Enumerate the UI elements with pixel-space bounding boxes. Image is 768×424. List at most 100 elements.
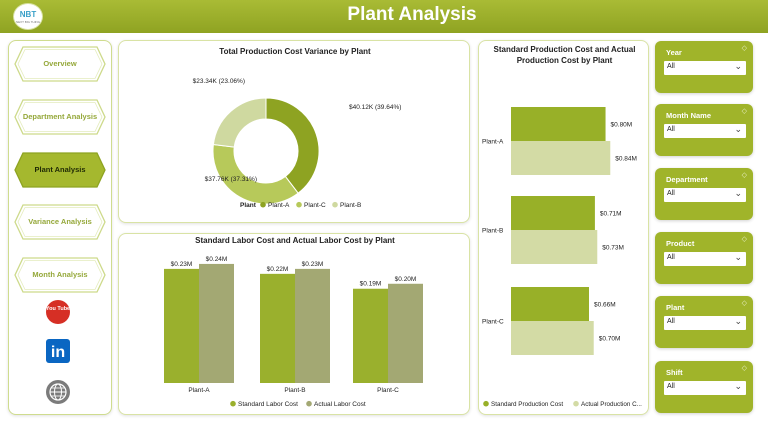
- donut-slice-plant-c[interactable]: [212, 143, 299, 205]
- production-bar-standard-plant-b[interactable]: [511, 196, 595, 230]
- filter-year: Year ◇ All ⌄: [655, 41, 753, 93]
- filter-department: Department ◇ All ⌄: [655, 168, 753, 220]
- filter-label: Year: [666, 48, 682, 57]
- labor-category-label: Plant-B: [284, 387, 305, 394]
- production-data-label: $0.73M: [602, 244, 624, 251]
- production-bar-actual-plant-c[interactable]: [511, 321, 594, 355]
- donut-slice-plant-b[interactable]: [212, 97, 267, 148]
- clear-filter-icon[interactable]: ◇: [741, 45, 747, 52]
- filter-label: Plant: [666, 303, 685, 312]
- filter-dropdown[interactable]: All ⌄: [664, 188, 746, 202]
- filter-dropdown[interactable]: All ⌄: [664, 252, 746, 266]
- production-data-label: $0.70M: [599, 335, 621, 342]
- filter-label: Department: [666, 175, 708, 184]
- filter-label: Shift: [666, 368, 683, 377]
- linkedin-text: in: [51, 344, 65, 361]
- donut-slice-plant-a[interactable]: [265, 97, 320, 194]
- labor-legend-marker: [230, 400, 236, 407]
- production-cost-chart-card: Standard Production Cost and Actual Prod…: [478, 40, 649, 415]
- donut-legend-label: Plant-C: [304, 202, 326, 209]
- production-cost-chart: $0.80M $0.84M Plant-A $0.71M $0.73M Plant-B $0…: [482, 107, 642, 408]
- nav-item-label: Month Analysis: [32, 270, 88, 279]
- youtube-text-top: You Tube: [46, 306, 70, 312]
- clear-filter-icon[interactable]: ◇: [741, 172, 747, 179]
- labor-category-label: Plant-C: [377, 387, 399, 394]
- labor-data-label: $0.24M: [206, 256, 228, 263]
- donut-chart-title: Total Production Cost Variance by Plant: [219, 47, 371, 56]
- production-data-label: $0.80M: [611, 121, 633, 128]
- labor-legend-label: Standard Labor Cost: [238, 401, 298, 408]
- labor-bar-standard-plant-b[interactable]: [260, 273, 295, 383]
- page-title: Plant Analysis: [347, 4, 477, 25]
- nav-item-overview[interactable]: Overview: [14, 46, 106, 82]
- logo-text: NBT: [19, 10, 37, 19]
- nav-item-month-analysis[interactable]: Month Analysis: [14, 257, 106, 293]
- company-logo: NBT NEXT BIG THING: [13, 3, 43, 30]
- nav-item-label: Variance Analysis: [28, 217, 92, 226]
- production-bar-standard-plant-c[interactable]: [511, 287, 589, 321]
- filter-selected-value: All: [667, 383, 675, 390]
- donut-data-label: $23.34K (23.06%): [193, 78, 245, 85]
- labor-bar-standard-plant-a[interactable]: [164, 268, 199, 383]
- chevron-down-icon: ⌄: [734, 381, 742, 391]
- filter-selected-value: All: [667, 190, 675, 197]
- website-globe-icon[interactable]: [45, 379, 71, 405]
- clear-filter-icon[interactable]: ◇: [741, 300, 747, 307]
- nav-item-label: Overview: [43, 59, 77, 68]
- donut-legend-label: Plant-B: [340, 202, 361, 209]
- labor-data-label: $0.23M: [302, 261, 324, 268]
- nav-item-plant-analysis[interactable]: Plant Analysis: [14, 152, 106, 188]
- legend-marker-plant-b: [332, 201, 338, 208]
- labor-data-label: $0.22M: [267, 266, 289, 273]
- labor-category-label: Plant-A: [188, 387, 210, 394]
- filter-dropdown[interactable]: All ⌄: [664, 316, 746, 330]
- nav-item-department-analysis[interactable]: Department Analysis: [14, 99, 106, 135]
- labor-bar-actual-plant-c[interactable]: [388, 283, 423, 383]
- chevron-down-icon: ⌄: [734, 124, 742, 134]
- donut-data-label: $37.76K (37.31%): [205, 176, 257, 183]
- labor-bar-actual-plant-a[interactable]: [199, 263, 234, 383]
- clear-filter-icon[interactable]: ◇: [741, 236, 747, 243]
- filter-selected-value: All: [667, 254, 675, 261]
- production-legend-label: Standard Production Cost: [491, 401, 563, 408]
- nav-item-variance-analysis[interactable]: Variance Analysis: [14, 204, 106, 240]
- production-chart-title-line-1: Standard Production Cost and Actual: [493, 45, 636, 54]
- production-legend-marker: [573, 400, 579, 407]
- linkedin-icon[interactable]: in: [45, 338, 71, 364]
- production-bar-actual-plant-a[interactable]: [511, 141, 611, 175]
- filter-label: Product: [666, 239, 695, 248]
- nav-item-label: Plant Analysis: [34, 165, 86, 174]
- filter-plant: Plant ◇ All ⌄: [655, 296, 753, 348]
- donut-chart-card: Total Production Cost Variance by Plant …: [118, 40, 470, 223]
- filter-selected-value: All: [667, 126, 675, 133]
- labor-legend-marker: [306, 400, 312, 407]
- chevron-down-icon: ⌄: [734, 188, 742, 198]
- filter-month-name: Month Name ◇ All ⌄: [655, 104, 753, 156]
- filter-dropdown[interactable]: All ⌄: [664, 61, 746, 75]
- youtube-icon[interactable]: You Tube: [45, 299, 71, 325]
- filter-shift: Shift ◇ All ⌄: [655, 361, 753, 413]
- logo-subtext: NEXT BIG THING: [15, 20, 41, 24]
- labor-data-label: $0.19M: [360, 281, 382, 288]
- labor-data-label: $0.20M: [395, 276, 417, 283]
- clear-filter-icon[interactable]: ◇: [741, 365, 747, 372]
- filter-dropdown[interactable]: All ⌄: [664, 124, 746, 138]
- production-data-label: $0.84M: [615, 155, 637, 162]
- filter-label: Month Name: [666, 111, 711, 120]
- labor-cost-chart-card: Standard Labor Cost and Actual Labor Cos…: [118, 233, 470, 415]
- production-bar-standard-plant-a[interactable]: [511, 107, 606, 141]
- chevron-down-icon: ⌄: [734, 316, 742, 326]
- clear-filter-icon[interactable]: ◇: [741, 108, 747, 115]
- legend-marker-plant-a: [260, 201, 266, 208]
- donut-legend-label: Plant-A: [268, 202, 290, 209]
- production-category-label: Plant-C: [482, 318, 504, 325]
- header-bar: NBT NEXT BIG THING Plant Analysis: [0, 0, 768, 33]
- labor-bar-actual-plant-b[interactable]: [295, 268, 330, 383]
- production-legend-marker: [483, 400, 489, 407]
- production-bar-actual-plant-b[interactable]: [511, 230, 598, 264]
- chevron-down-icon: ⌄: [734, 252, 742, 262]
- labor-bar-standard-plant-c[interactable]: [353, 288, 388, 383]
- donut-chart: $40.12K (39.64%) $37.76K (37.31%) $23.34K …: [193, 78, 402, 209]
- filter-dropdown[interactable]: All ⌄: [664, 381, 746, 395]
- filter-selected-value: All: [667, 63, 675, 70]
